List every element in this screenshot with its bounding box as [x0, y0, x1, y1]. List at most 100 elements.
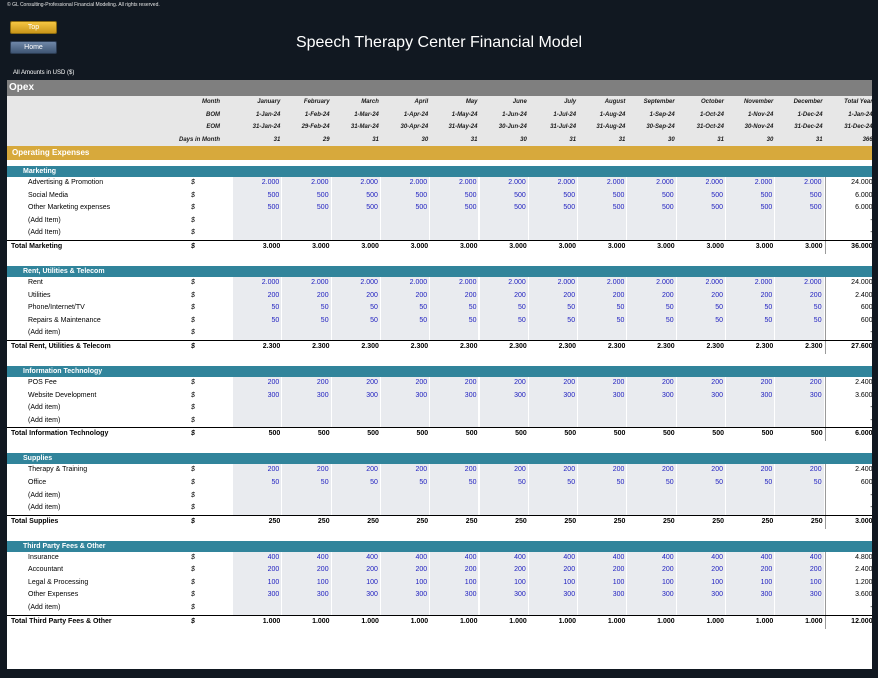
value-input-cell[interactable] [479, 214, 529, 228]
value-input-cell[interactable]: 200 [726, 564, 776, 577]
value-input-cell[interactable]: 50 [578, 302, 628, 315]
value-input-cell[interactable] [380, 602, 431, 615]
value-input-cell[interactable]: 50 [726, 302, 776, 315]
value-input-cell[interactable]: 500 [430, 202, 480, 215]
value-input-cell[interactable] [380, 214, 431, 228]
value-input-cell[interactable]: 50 [528, 314, 579, 328]
value-input-cell[interactable] [331, 602, 381, 615]
value-input-cell[interactable]: 100 [528, 576, 579, 590]
value-input-cell[interactable]: 50 [578, 314, 628, 328]
value-input-cell[interactable] [282, 414, 332, 428]
value-input-cell[interactable] [282, 502, 332, 515]
value-input-cell[interactable]: 50 [479, 476, 529, 490]
value-input-cell[interactable]: 500 [627, 189, 677, 203]
value-input-cell[interactable]: 50 [380, 476, 431, 490]
value-input-cell[interactable]: 50 [331, 476, 381, 490]
value-input-cell[interactable]: 200 [726, 289, 776, 303]
value-input-cell[interactable]: 300 [233, 389, 283, 403]
value-input-cell[interactable] [726, 602, 776, 615]
value-input-cell[interactable] [331, 214, 381, 228]
value-input-cell[interactable] [380, 414, 431, 428]
value-input-cell[interactable]: 200 [676, 376, 726, 390]
value-input-cell[interactable] [380, 502, 431, 515]
value-input-cell[interactable]: 2.000 [578, 276, 628, 290]
value-input-cell[interactable]: 200 [479, 376, 529, 390]
value-input-cell[interactable] [528, 227, 579, 240]
value-input-cell[interactable]: 500 [233, 202, 283, 215]
value-input-cell[interactable] [676, 414, 726, 428]
value-input-cell[interactable] [726, 214, 776, 228]
value-input-cell[interactable] [479, 327, 529, 340]
value-input-cell[interactable] [380, 227, 431, 240]
value-input-cell[interactable]: 200 [627, 564, 677, 577]
value-input-cell[interactable]: 2.000 [775, 276, 825, 290]
value-input-cell[interactable] [430, 489, 480, 503]
value-input-cell[interactable]: 50 [282, 302, 332, 315]
value-input-cell[interactable] [528, 327, 579, 340]
value-input-cell[interactable] [578, 602, 628, 615]
value-input-cell[interactable] [380, 402, 431, 415]
value-input-cell[interactable] [331, 502, 381, 515]
value-input-cell[interactable] [430, 327, 480, 340]
value-input-cell[interactable] [528, 402, 579, 415]
value-input-cell[interactable]: 300 [380, 389, 431, 403]
value-input-cell[interactable]: 400 [726, 551, 776, 565]
value-input-cell[interactable] [331, 227, 381, 240]
value-input-cell[interactable] [627, 502, 677, 515]
value-input-cell[interactable]: 200 [726, 376, 776, 390]
value-input-cell[interactable]: 200 [528, 376, 579, 390]
value-input-cell[interactable]: 2.000 [233, 177, 283, 190]
value-input-cell[interactable]: 50 [479, 314, 529, 328]
value-input-cell[interactable]: 200 [775, 376, 825, 390]
value-input-cell[interactable]: 300 [380, 589, 431, 603]
value-input-cell[interactable]: 200 [430, 289, 480, 303]
value-input-cell[interactable]: 2.000 [726, 276, 776, 290]
value-input-cell[interactable]: 300 [282, 389, 332, 403]
value-input-cell[interactable]: 200 [282, 464, 332, 477]
value-input-cell[interactable] [627, 227, 677, 240]
value-input-cell[interactable]: 2.000 [233, 276, 283, 290]
value-input-cell[interactable]: 200 [430, 564, 480, 577]
value-input-cell[interactable]: 2.000 [380, 177, 431, 190]
value-input-cell[interactable]: 500 [578, 202, 628, 215]
value-input-cell[interactable]: 200 [775, 289, 825, 303]
value-input-cell[interactable] [233, 402, 283, 415]
value-input-cell[interactable] [726, 502, 776, 515]
value-input-cell[interactable]: 400 [282, 551, 332, 565]
value-input-cell[interactable]: 500 [726, 189, 776, 203]
value-input-cell[interactable] [233, 502, 283, 515]
value-input-cell[interactable]: 200 [479, 464, 529, 477]
value-input-cell[interactable]: 400 [430, 551, 480, 565]
value-input-cell[interactable]: 400 [528, 551, 579, 565]
value-input-cell[interactable]: 200 [726, 464, 776, 477]
value-input-cell[interactable] [528, 502, 579, 515]
value-input-cell[interactable]: 200 [380, 376, 431, 390]
value-input-cell[interactable]: 500 [676, 189, 726, 203]
value-input-cell[interactable]: 2.000 [282, 276, 332, 290]
value-input-cell[interactable] [726, 489, 776, 503]
value-input-cell[interactable]: 400 [627, 551, 677, 565]
value-input-cell[interactable] [282, 602, 332, 615]
value-input-cell[interactable]: 300 [627, 589, 677, 603]
value-input-cell[interactable] [627, 402, 677, 415]
value-input-cell[interactable]: 50 [676, 476, 726, 490]
value-input-cell[interactable]: 300 [775, 589, 825, 603]
value-input-cell[interactable]: 100 [233, 576, 283, 590]
value-input-cell[interactable] [479, 227, 529, 240]
value-input-cell[interactable]: 200 [676, 289, 726, 303]
value-input-cell[interactable] [282, 227, 332, 240]
value-input-cell[interactable]: 2.000 [528, 177, 579, 190]
value-input-cell[interactable]: 500 [380, 189, 431, 203]
value-input-cell[interactable]: 50 [331, 314, 381, 328]
value-input-cell[interactable]: 200 [380, 289, 431, 303]
value-input-cell[interactable]: 200 [430, 376, 480, 390]
value-input-cell[interactable] [578, 214, 628, 228]
value-input-cell[interactable] [233, 227, 283, 240]
value-input-cell[interactable] [775, 214, 825, 228]
value-input-cell[interactable]: 200 [578, 376, 628, 390]
value-input-cell[interactable]: 200 [282, 376, 332, 390]
value-input-cell[interactable]: 200 [627, 376, 677, 390]
value-input-cell[interactable] [726, 402, 776, 415]
value-input-cell[interactable]: 300 [528, 389, 579, 403]
value-input-cell[interactable]: 2.000 [528, 276, 579, 290]
